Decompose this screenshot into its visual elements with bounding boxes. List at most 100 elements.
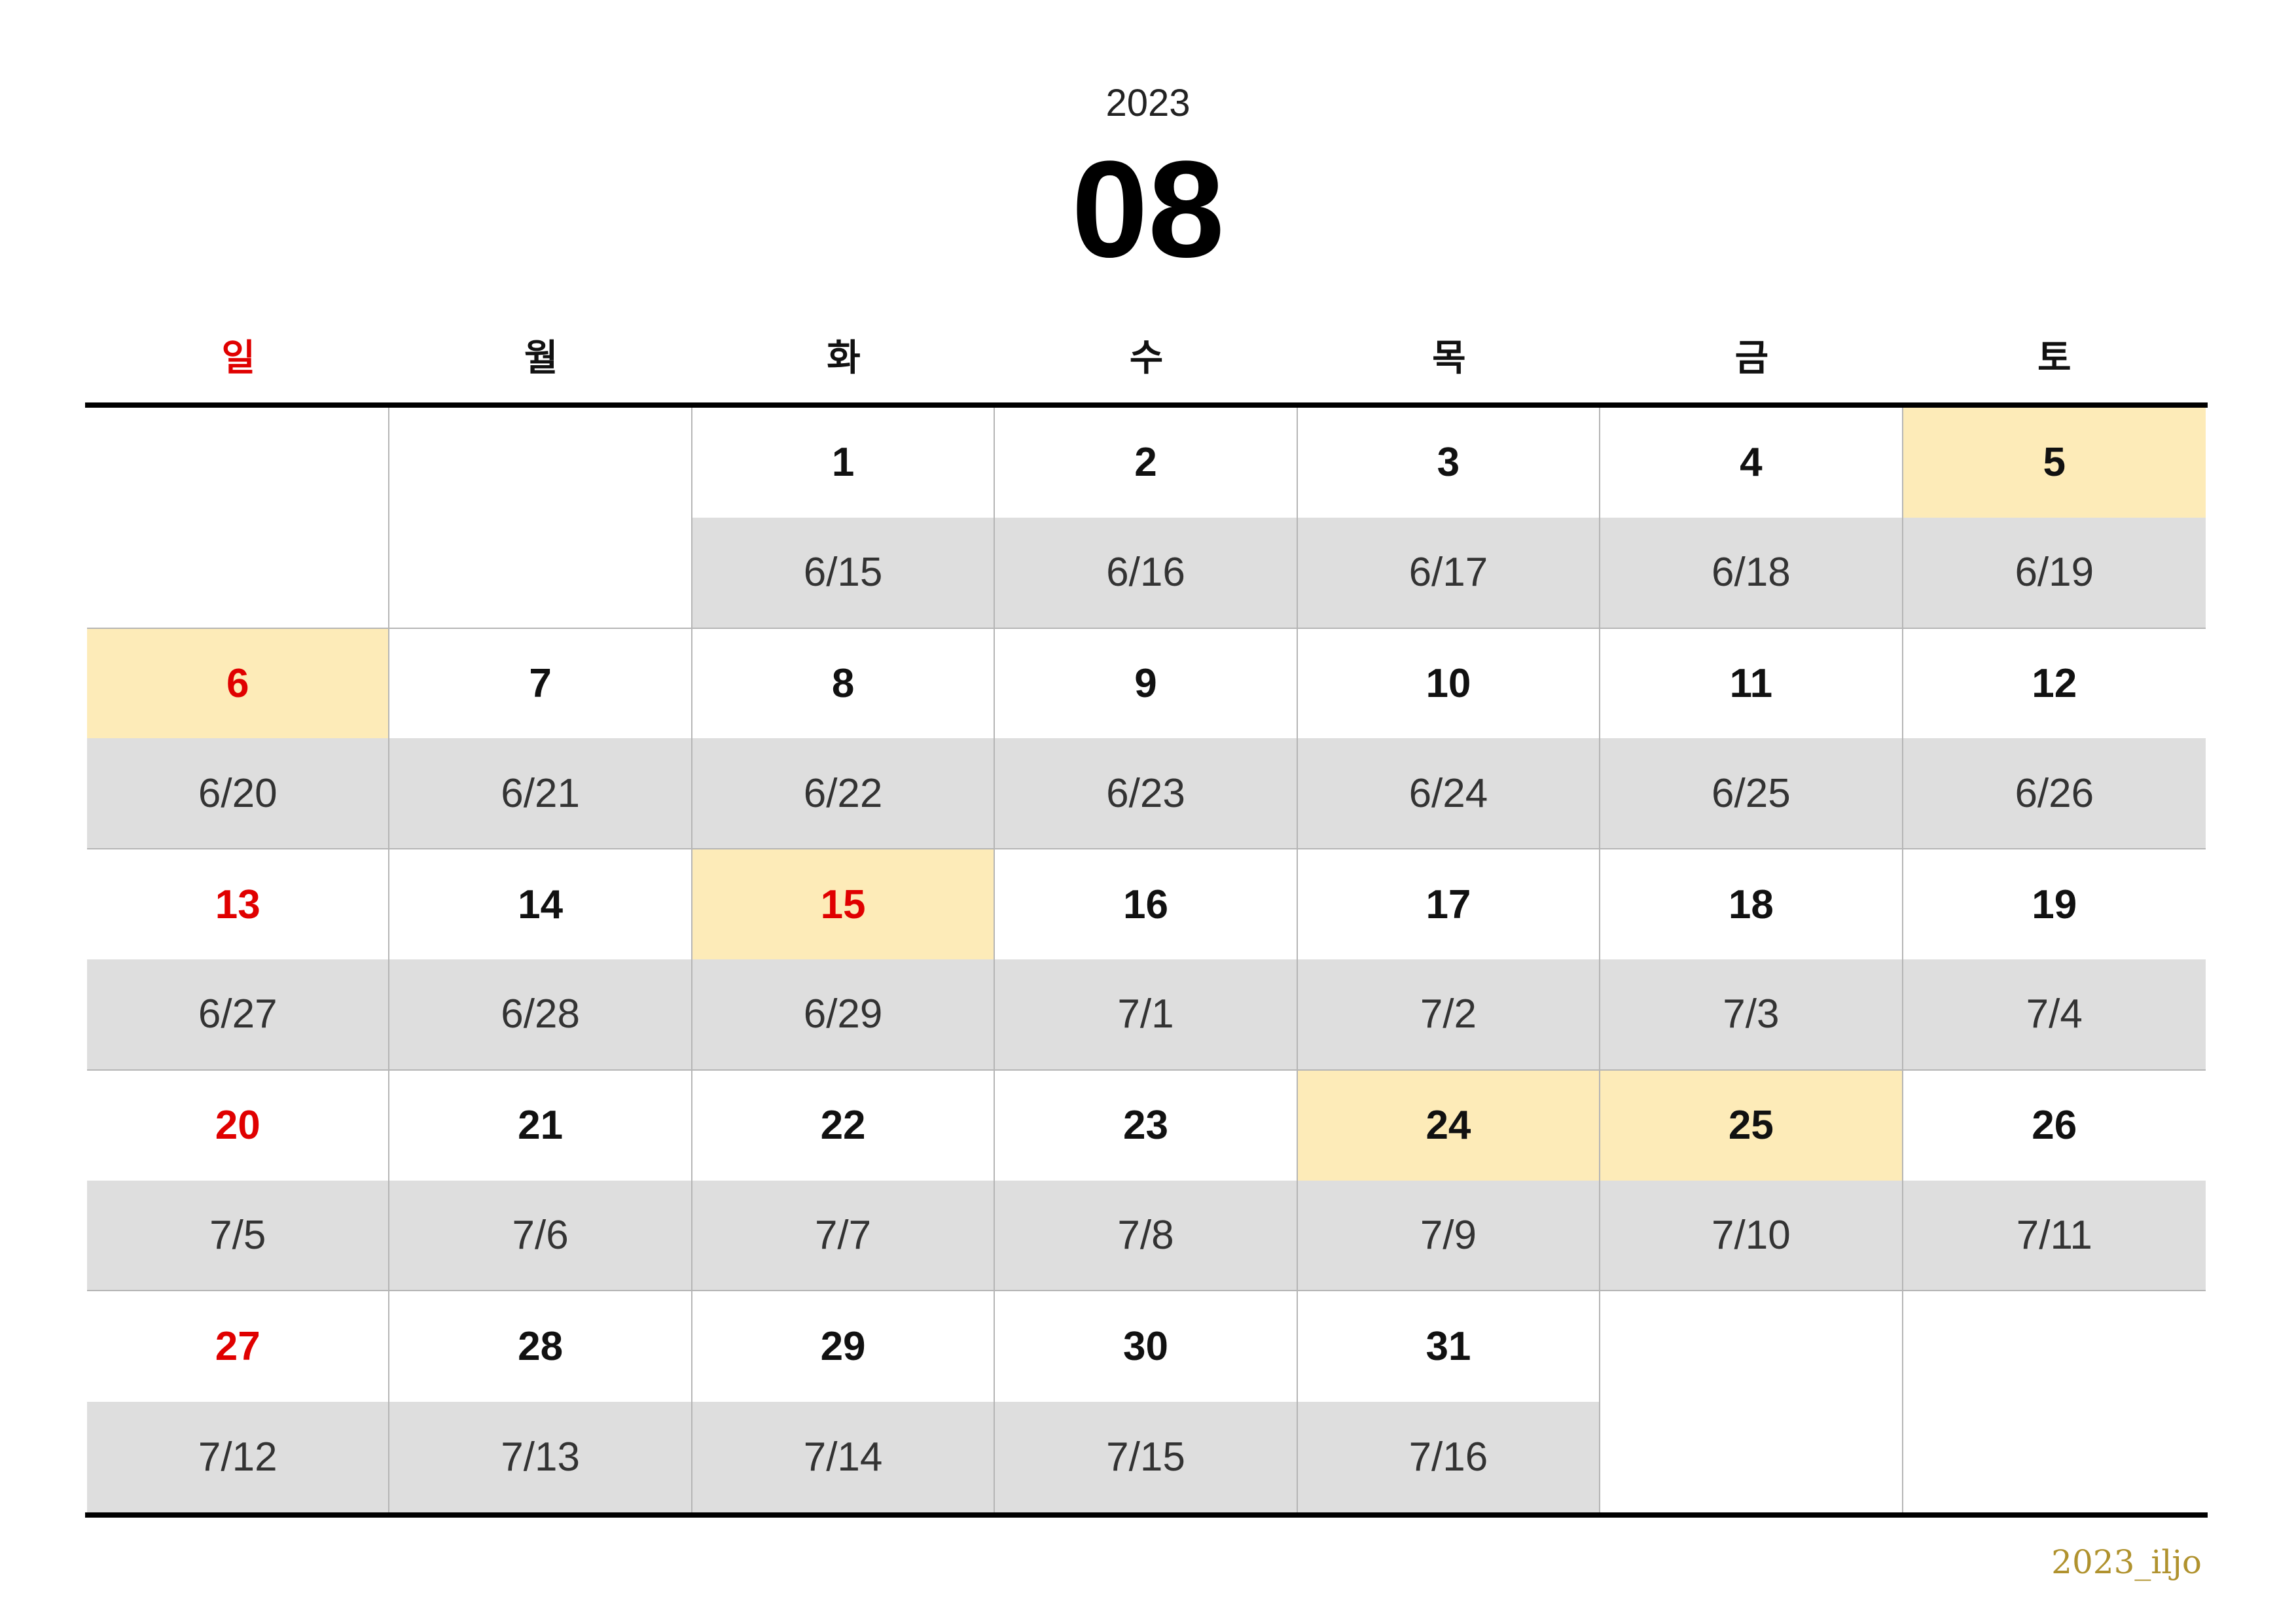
weekday-header-row: 일 월 화 수 목 금 토 [87,327,2206,390]
day-cell: 3 6/17 [1297,408,1601,629]
day-number: 30 [1123,1324,1168,1370]
day-cell: 30 7/15 [995,1291,1298,1513]
day-number: 31 [1426,1324,1471,1370]
lunar-date: 7/5 [87,1180,389,1291]
day-cell: 21 7/6 [389,1070,692,1292]
weekday-saturday: 토 [2037,337,2072,380]
day-cell: 24 7/9 [1297,1070,1601,1292]
lunar-date: 7/14 [692,1402,994,1513]
lunar-date: 7/1 [995,959,1297,1069]
weekday-thursday: 목 [1432,337,1466,380]
lunar-date: 6/24 [1297,738,1600,849]
day-cell: 1 6/15 [692,408,996,629]
lunar-date: 6/25 [1600,738,1902,849]
day-cell: 13 6/27 [87,849,390,1071]
lunar-date: 6/27 [87,959,389,1069]
day-cell: 10 6/24 [1297,628,1601,850]
day-cell: 20 7/5 [87,1070,390,1292]
lunar-date: 7/13 [389,1402,691,1513]
day-number: 9 [1134,660,1157,706]
lunar-date: 7/8 [995,1180,1297,1291]
lunar-date: 7/11 [1903,1180,2206,1291]
lunar-date: 7/9 [1297,1180,1600,1291]
empty-day-cell [1903,1291,2206,1512]
lunar-date: 7/6 [389,1180,691,1291]
lunar-date [1903,1402,2206,1512]
lunar-date: 6/23 [995,738,1297,849]
day-cell: 28 7/13 [389,1291,692,1513]
lunar-date: 7/4 [1903,959,2206,1069]
day-cell: 5 6/19 [1903,408,2206,629]
day-number: 27 [215,1324,260,1370]
empty-day-cell [87,408,390,629]
day-number: 29 [820,1324,866,1370]
weekday-sunday: 일 [221,337,255,380]
day-number [1600,1291,1901,1402]
lunar-date [87,518,388,628]
day-cell: 4 6/18 [1600,408,1903,629]
lunar-date: 6/16 [995,517,1297,628]
day-number: 15 [692,849,994,959]
weekday-friday: 금 [1734,337,1769,380]
day-cell: 25 7/10 [1600,1070,1903,1292]
lunar-date: 6/19 [1903,517,2206,628]
weekday-wednesday: 수 [1129,337,1164,380]
day-number: 28 [518,1324,564,1370]
weekday-monday: 월 [524,337,558,380]
day-cell: 11 6/25 [1600,628,1903,850]
day-number: 25 [1600,1070,1902,1181]
lunar-date: 6/18 [1600,517,1902,628]
day-cell: 19 7/4 [1903,849,2206,1071]
day-number: 14 [518,882,564,927]
lunar-date: 7/12 [87,1402,389,1513]
day-number: 10 [1426,660,1471,706]
day-number: 2 [1134,440,1157,486]
lunar-date: 7/7 [692,1180,994,1291]
lunar-date: 7/15 [995,1402,1297,1513]
day-number: 8 [831,660,855,706]
day-cell: 6 6/20 [87,628,390,850]
day-number: 20 [215,1103,260,1149]
day-number [87,408,388,518]
day-number: 12 [2032,660,2077,706]
day-number: 11 [1729,660,1773,706]
lunar-date [389,518,691,628]
day-number: 22 [820,1103,866,1149]
calendar-grid: 1 6/15 2 6/16 3 6/17 4 6/18 5 6/19 6 6/20 7 6/21 8 6/22… [87,408,2206,1513]
lunar-date: 6/22 [692,738,994,849]
day-number: 26 [2032,1103,2077,1149]
weekday-tuesday: 화 [827,337,861,380]
lunar-date: 7/3 [1600,959,1902,1069]
brand-label: 2023_iljo [2051,1543,2202,1581]
day-cell: 12 6/26 [1903,629,2206,850]
day-cell: 31 7/16 [1297,1291,1601,1513]
day-cell: 14 6/28 [389,849,692,1071]
day-number [389,408,691,518]
lunar-date: 6/17 [1297,517,1600,628]
lunar-date [1600,1402,1901,1512]
day-number: 23 [1123,1103,1168,1149]
empty-day-cell [1600,1291,1903,1512]
lunar-date: 7/16 [1297,1402,1600,1513]
calendar-year: 2023 [1105,82,1191,124]
day-number: 1 [831,440,855,486]
day-cell: 22 7/7 [692,1070,996,1292]
lunar-date: 6/21 [389,738,691,849]
lunar-date: 6/26 [1903,738,2206,849]
day-number: 24 [1297,1070,1600,1181]
day-cell: 16 7/1 [995,849,1298,1071]
lunar-date: 7/10 [1600,1180,1902,1291]
day-cell: 9 6/23 [995,628,1298,850]
empty-day-cell [389,408,692,629]
day-cell: 15 6/29 [692,849,996,1071]
day-number: 7 [529,660,552,706]
day-number: 16 [1123,882,1168,927]
lunar-date: 6/15 [692,517,994,628]
lunar-date: 6/29 [692,959,994,1069]
day-number: 18 [1728,882,1774,927]
day-cell: 7 6/21 [389,628,692,850]
day-cell: 17 7/2 [1297,849,1601,1071]
day-cell: 23 7/8 [995,1070,1298,1292]
day-number [1903,1291,2206,1402]
footer-divider [85,1512,2208,1518]
